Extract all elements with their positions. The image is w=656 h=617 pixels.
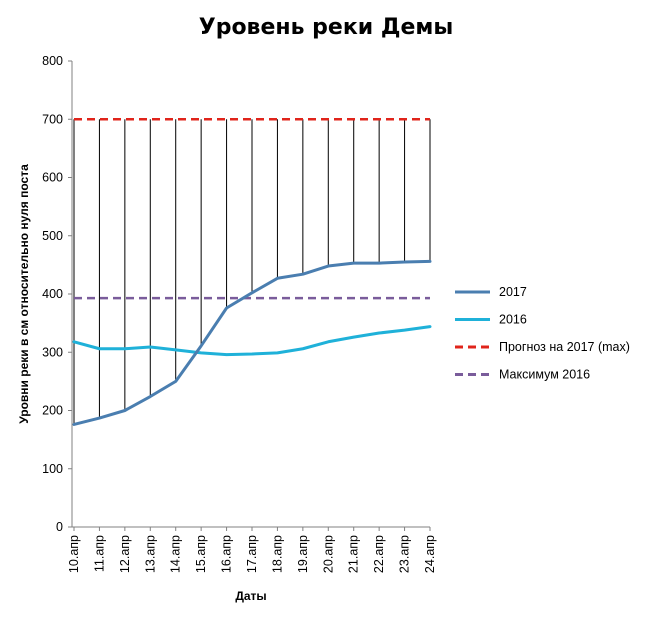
reference-lines [74,118,430,300]
legend-label: 2016 [499,313,527,327]
series-line-1 [72,325,432,357]
y-tick-label: 700 [42,112,63,126]
x-tick-label: 12.апр [118,535,132,573]
y-tick-label: 800 [42,54,63,68]
x-tick-label: 16.апр [220,535,234,573]
y-axis-title: Уровни реки в см относительно нуля поста [17,164,31,424]
legend-label: 2017 [499,285,527,299]
x-tick-label: 15.апр [194,535,208,573]
x-tick-label: 24.апр [423,535,437,573]
y-tick-label: 400 [42,287,63,301]
x-tick-label: 18.апр [270,535,284,573]
x-tick-label: 10.апр [67,535,81,573]
legend: 2017 2016 Прогноз на 2017 (max) Максимум 20… [455,285,630,382]
x-tick-label: 20.апр [321,535,335,573]
y-tick-label: 600 [42,171,63,185]
y-tick-label: 100 [42,462,63,476]
chart-title: Уровень реки Демы [199,15,454,40]
x-tick-label: 21.апр [347,535,361,573]
x-tick-label: 19.апр [296,535,310,573]
y-tick-label: 500 [42,229,63,243]
y-tick-label: 0 [56,520,63,534]
y-tick-label: 200 [42,404,63,418]
x-tick-label: 11.апр [92,535,106,572]
legend-label: Прогноз на 2017 (max) [499,340,630,354]
drop-lines [73,119,431,425]
x-tick-label: 22.апр [372,535,386,573]
x-tick-labels: 10.апр 11.апр 12.апр 13.апр 14.апр 15.апр 16.а… [67,527,437,573]
x-tick-label: 17.апр [245,535,259,573]
y-tick-label: 300 [42,345,63,359]
series-lines [72,259,432,426]
x-axis-title: Даты [235,589,266,603]
series-line-0 [72,259,432,426]
legend-label: Максимум 2016 [499,368,590,382]
x-tick-label: 13.апр [143,535,157,573]
x-tick-label: 23.апр [398,535,412,573]
y-tick-labels: 0 100 200 300 400 500 600 700 800 [42,54,72,534]
x-tick-label: 14.апр [169,535,183,573]
